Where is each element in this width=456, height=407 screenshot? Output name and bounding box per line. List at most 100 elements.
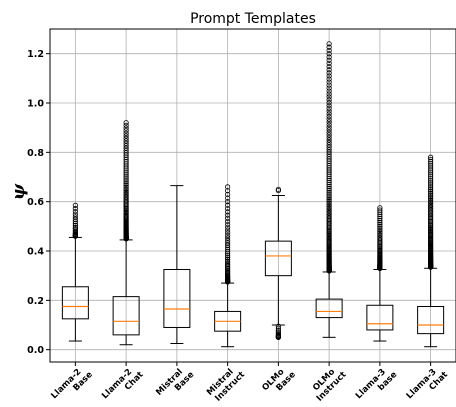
x-tick-label: OLMoBase	[260, 363, 298, 401]
outlier-point	[225, 255, 231, 261]
outlier-point	[225, 240, 231, 246]
outlier-point	[326, 137, 332, 143]
outlier-point	[326, 116, 332, 122]
x-tick-label: Llama-2Base	[49, 363, 94, 407]
outlier-point	[123, 125, 129, 131]
outlier-point	[428, 185, 434, 191]
outlier-point	[225, 188, 231, 194]
outlier-point	[72, 222, 78, 229]
outlier-point	[428, 181, 434, 187]
outlier-point	[377, 219, 383, 226]
outlier-point	[428, 183, 434, 189]
outlier-point	[225, 191, 231, 198]
outlier-point	[326, 121, 332, 128]
outlier-point	[326, 119, 332, 125]
outlier-point	[326, 210, 332, 216]
outlier-point	[123, 189, 129, 195]
outlier-point	[275, 327, 281, 333]
y-tick-label: 0.4	[27, 247, 44, 258]
outlier-point	[275, 325, 281, 331]
outlier-point	[428, 194, 434, 200]
x-tick-label: MistralInstruct	[205, 363, 247, 405]
outlier-point	[72, 224, 78, 230]
outlier-point	[326, 147, 332, 153]
outlier-point	[326, 85, 332, 91]
outlier-point	[428, 205, 434, 211]
outlier-point	[326, 185, 332, 191]
outlier-point	[377, 221, 383, 228]
outlier-point	[377, 207, 383, 213]
outlier-point	[275, 329, 281, 335]
x-tick-label: OLMoInstruct	[308, 363, 349, 404]
outlier-point	[326, 208, 332, 214]
iqr-box	[112, 296, 140, 336]
outlier-point	[326, 111, 332, 117]
outlier-point	[275, 186, 281, 192]
y-axis-ticks: 0.0 0.2 0.4 0.6 0.8 1.0 1.2	[27, 49, 50, 356]
outlier-point	[326, 134, 332, 141]
outlier-point	[326, 139, 332, 145]
outlier-point	[326, 202, 332, 208]
outlier-point	[225, 221, 231, 227]
outlier-point	[326, 207, 332, 213]
iqr-box	[315, 298, 343, 319]
y-tick-label: 0.2	[27, 296, 44, 307]
y-tick-label: 1.0	[27, 99, 44, 110]
outlier-point	[326, 113, 332, 120]
outlier-point	[326, 102, 332, 109]
outlier-point	[225, 215, 231, 221]
outlier-point	[326, 124, 332, 130]
outlier-point	[428, 197, 434, 203]
y-tick-label: 0.6	[27, 197, 44, 208]
outlier-point	[326, 191, 332, 197]
outlier-point	[326, 63, 332, 70]
y-axis-label: ψ	[9, 183, 29, 200]
x-axis-ticks: Llama-2Base Llama-2Chat MistralBase Mistral…	[49, 362, 450, 407]
outlier-point	[428, 156, 434, 163]
outlier-point	[377, 232, 383, 238]
outlier-point	[428, 200, 434, 207]
outlier-point	[377, 229, 383, 235]
outlier-point	[428, 188, 434, 195]
outlier-point	[326, 211, 332, 218]
x-tick-label: Llama-3Chat	[405, 363, 450, 407]
outlier-point	[72, 211, 78, 217]
outlier-point	[326, 189, 332, 195]
outlier-point	[377, 227, 383, 233]
outlier-point	[123, 130, 129, 136]
outlier-point	[72, 208, 78, 215]
outlier-point	[326, 132, 332, 138]
outlier-point	[326, 54, 332, 60]
outlier-point	[72, 205, 78, 212]
outlier-point	[225, 218, 231, 224]
outlier-point	[123, 122, 129, 129]
chart-title: Prompt Templates	[190, 11, 316, 27]
outlier-point	[428, 199, 434, 205]
outlier-point	[326, 142, 332, 148]
outlier-point	[123, 140, 129, 146]
outlier-point	[326, 129, 332, 135]
outlier-point	[123, 192, 129, 199]
outlier-point	[123, 179, 129, 185]
outlier-point	[225, 235, 231, 241]
boxes	[61, 41, 445, 348]
outlier-point	[326, 94, 332, 100]
outlier-point	[428, 154, 434, 160]
y-tick-label: 0.8	[27, 148, 44, 159]
outlier-point	[377, 230, 383, 236]
outlier-point	[123, 182, 129, 189]
outlier-point	[326, 97, 332, 103]
outlier-point	[326, 91, 332, 97]
outlier-point	[428, 204, 434, 210]
outlier-point	[72, 216, 78, 222]
outlier-point	[326, 205, 332, 211]
outlier-point	[275, 330, 281, 336]
outlier-point	[377, 223, 383, 229]
iqr-box	[366, 304, 394, 331]
outlier-point	[225, 230, 231, 236]
outlier-point	[123, 187, 129, 194]
box-2	[163, 185, 191, 344]
outlier-point	[428, 187, 434, 193]
outlier-point	[123, 177, 129, 183]
